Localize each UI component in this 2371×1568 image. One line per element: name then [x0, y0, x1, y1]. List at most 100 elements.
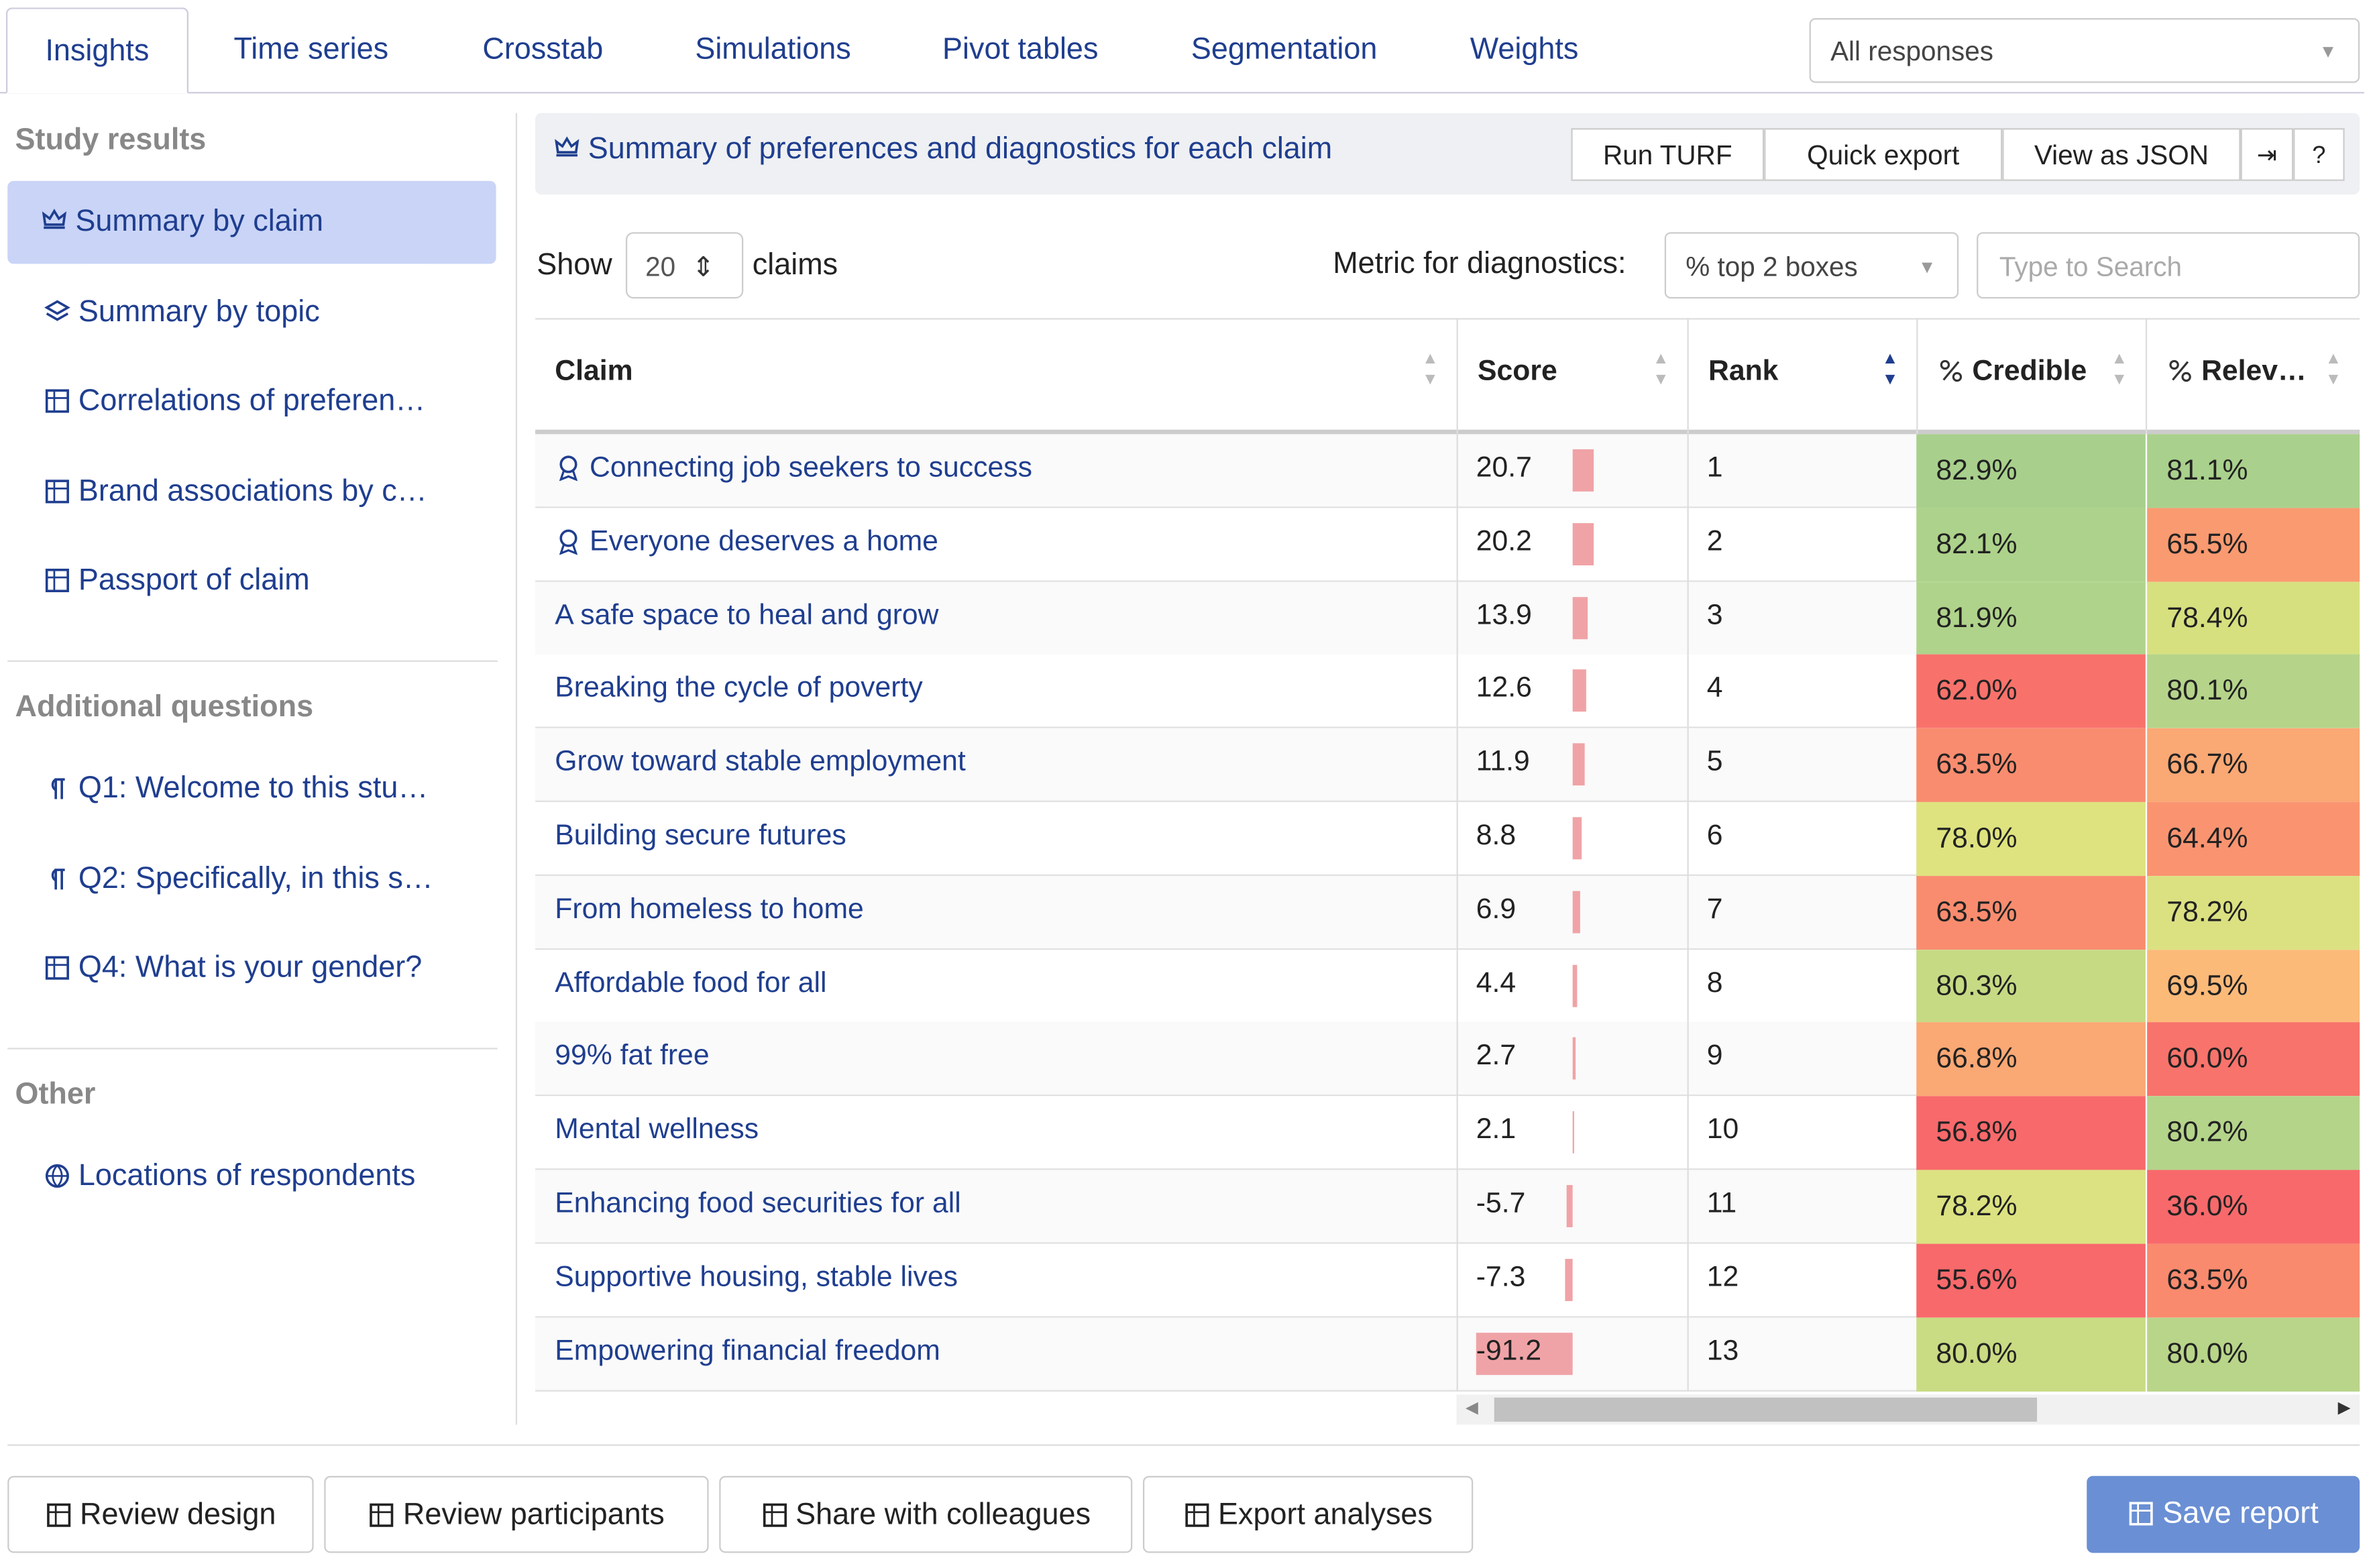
claim-cell[interactable]: Breaking the cycle of poverty [555, 673, 922, 706]
sidebar-item-text[interactable]: Q1: Welcome to this stu… [78, 771, 429, 805]
claim-cell[interactable]: A safe space to heal and grow [555, 600, 938, 632]
tab[interactable]: Crosstab [445, 7, 641, 93]
column-header-text[interactable]: Credible [1972, 355, 2087, 388]
scrollbar[interactable]: ◀ ▶ [1456, 1394, 2360, 1425]
sidebar-item-text[interactable]: Q4: What is your gender? [78, 951, 423, 985]
icon-button[interactable]: ? [2293, 128, 2345, 181]
response-filter[interactable]: ▼ All responses [1809, 17, 2360, 83]
column-header[interactable]: Rank ▲ ▼ [1687, 318, 1917, 435]
claim-cell-text[interactable]: Connecting job seekers to success [589, 452, 1033, 484]
action-button[interactable]: View as JSON [2002, 128, 2241, 181]
claim-cell[interactable]: Enhancing food securities for all [555, 1188, 960, 1221]
claim-cell-text[interactable]: From homeless to home [555, 893, 864, 926]
claim-cell-text[interactable]: Enhancing food securities for all [555, 1188, 961, 1220]
tab[interactable]: Simulations [657, 7, 889, 93]
claim-cell[interactable]: Mental wellness [555, 1115, 759, 1147]
claim-cell-text[interactable]: Empowering financial freedom [555, 1335, 940, 1367]
column-header-text[interactable]: Score [1478, 355, 1557, 388]
sort-icon[interactable]: ▲ ▼ [2111, 349, 2128, 389]
sidebar-item-text[interactable]: Correlations of preferen… [78, 384, 426, 418]
action-button[interactable]: Run TURF [1571, 128, 1765, 181]
sidebar-item[interactable]: Summary by claim [7, 180, 496, 264]
claim-cell[interactable]: Empowering financial freedom [555, 1335, 940, 1368]
search-input[interactable]: Type to Search [1977, 232, 2360, 299]
metric-select-text[interactable]: % top 2 boxes [1686, 251, 1858, 282]
search-input-text[interactable]: Type to Search [1999, 251, 2183, 282]
sidebar-item[interactable]: Passport of claim [7, 540, 496, 623]
sort-icon[interactable]: ▲ ▼ [1422, 349, 1439, 389]
footer-button[interactable]: Export analyses [1142, 1475, 1474, 1553]
footer-button-text[interactable]: Review participants [402, 1498, 665, 1532]
claim-cell[interactable]: From homeless to home [555, 894, 864, 927]
tab[interactable]: Pivot tables [905, 7, 1136, 93]
claim-cell-text[interactable]: Building secure futures [555, 820, 846, 852]
metric-select[interactable]: ▼% top 2 boxes [1664, 232, 1959, 299]
footer-button-text[interactable]: Share with colleagues [795, 1498, 1091, 1532]
footer-button[interactable]: Share with colleagues [719, 1475, 1133, 1553]
tab[interactable]: Time series [196, 7, 426, 93]
claim-cell[interactable]: Affordable food for all [555, 967, 826, 1000]
claim-cell[interactable]: Supportive housing, stable lives [555, 1262, 958, 1294]
action-button-text[interactable]: Quick export [1807, 140, 1960, 171]
claim-cell[interactable]: 99% fat free [555, 1041, 709, 1074]
sidebar-item[interactable]: Locations of respondents [7, 1135, 496, 1219]
sidebar-item-text[interactable]: Passport of claim [78, 563, 310, 598]
claim-cell-text[interactable]: Mental wellness [555, 1114, 759, 1146]
page-size-select-text[interactable]: 20 [645, 251, 676, 282]
column-header[interactable]: Relev… ▲ ▼ [2145, 318, 2360, 435]
claim-cell[interactable]: Building secure futures [555, 820, 846, 853]
column-header-text[interactable]: Rank [1708, 355, 1779, 388]
footer-button-text[interactable]: Review design [80, 1498, 276, 1532]
tab[interactable]: Insights [5, 7, 188, 94]
tab-text[interactable]: Time series [233, 33, 389, 66]
sidebar-item[interactable]: Summary by topic [7, 271, 496, 354]
tab[interactable]: Weights [1433, 7, 1616, 93]
sort-icon[interactable]: ▲ ▼ [1653, 349, 1669, 389]
claim-cell-text[interactable]: Supportive housing, stable lives [555, 1262, 958, 1294]
claim-cell[interactable]: Grow toward stable employment [555, 746, 965, 779]
column-header[interactable]: Claim ▲ ▼ [535, 318, 1457, 434]
sidebar-item-text[interactable]: Brand associations by c… [78, 473, 427, 508]
page-size-select[interactable]: ⇕ 20 [625, 232, 744, 299]
sidebar-item[interactable]: Q4: What is your gender? [7, 928, 496, 1011]
claim-cell-text[interactable]: Breaking the cycle of poverty [555, 673, 923, 705]
sidebar-item-text[interactable]: Locations of respondents [78, 1159, 416, 1193]
save-button[interactable]: Save report [2087, 1475, 2360, 1553]
tab-text[interactable]: Weights [1470, 33, 1579, 66]
sort-icon[interactable]: ▲ ▼ [2325, 349, 2342, 389]
sidebar-item-text[interactable]: Summary by topic [78, 294, 320, 328]
sidebar-item-text[interactable]: Q2: Specifically, in this s… [78, 861, 433, 895]
footer-button[interactable]: Review participants [324, 1475, 709, 1553]
sidebar-item[interactable]: Q2: Specifically, in this s… [7, 838, 496, 921]
sidebar-item[interactable]: Correlations of preferen… [7, 360, 496, 443]
sort-icon[interactable]: ▲ ▼ [1881, 349, 1899, 389]
tab[interactable]: Segmentation [1154, 7, 1415, 93]
footer-button-text[interactable]: Export analyses [1218, 1498, 1433, 1532]
save-button-text[interactable]: Save report [2162, 1497, 2319, 1530]
column-header-text[interactable]: Relev… [2201, 355, 2307, 388]
claim-cell[interactable]: Everyone deserves a home [555, 526, 938, 559]
claim-cell-text[interactable]: Grow toward stable employment [555, 746, 966, 779]
claim-cell[interactable]: Connecting job seekers to success [555, 452, 1032, 485]
claim-cell-text[interactable]: Affordable food for all [555, 967, 827, 999]
tab-text[interactable]: Segmentation [1191, 33, 1378, 66]
tab-text[interactable]: Pivot tables [942, 33, 1099, 66]
claim-cell-text[interactable]: Everyone deserves a home [589, 526, 938, 558]
sidebar-item-text[interactable]: Summary by claim [75, 205, 324, 239]
column-header-text[interactable]: Claim [555, 355, 633, 388]
tab-text[interactable]: Insights [45, 34, 150, 68]
column-header[interactable]: Score ▲ ▼ [1456, 318, 1688, 435]
claim-cell-text[interactable]: 99% fat free [555, 1040, 710, 1073]
action-button-text[interactable]: View as JSON [2034, 140, 2209, 171]
action-button[interactable]: Quick export [1764, 128, 2003, 181]
action-button-text[interactable]: Run TURF [1602, 140, 1732, 171]
icon-button[interactable]: ⇥ [2240, 128, 2294, 181]
tab-text[interactable]: Crosstab [482, 33, 604, 66]
sidebar-item[interactable]: Brand associations by c… [7, 450, 496, 533]
claim-cell-text[interactable]: A safe space to heal and grow [555, 599, 939, 631]
response-filter-text[interactable]: All responses [1830, 36, 1993, 66]
tab-text[interactable]: Simulations [695, 33, 851, 66]
column-header[interactable]: Credible ▲ ▼ [1916, 318, 2146, 435]
footer-button[interactable]: Review design [7, 1475, 314, 1553]
sidebar-item[interactable]: Q1: Welcome to this stu… [7, 748, 496, 831]
